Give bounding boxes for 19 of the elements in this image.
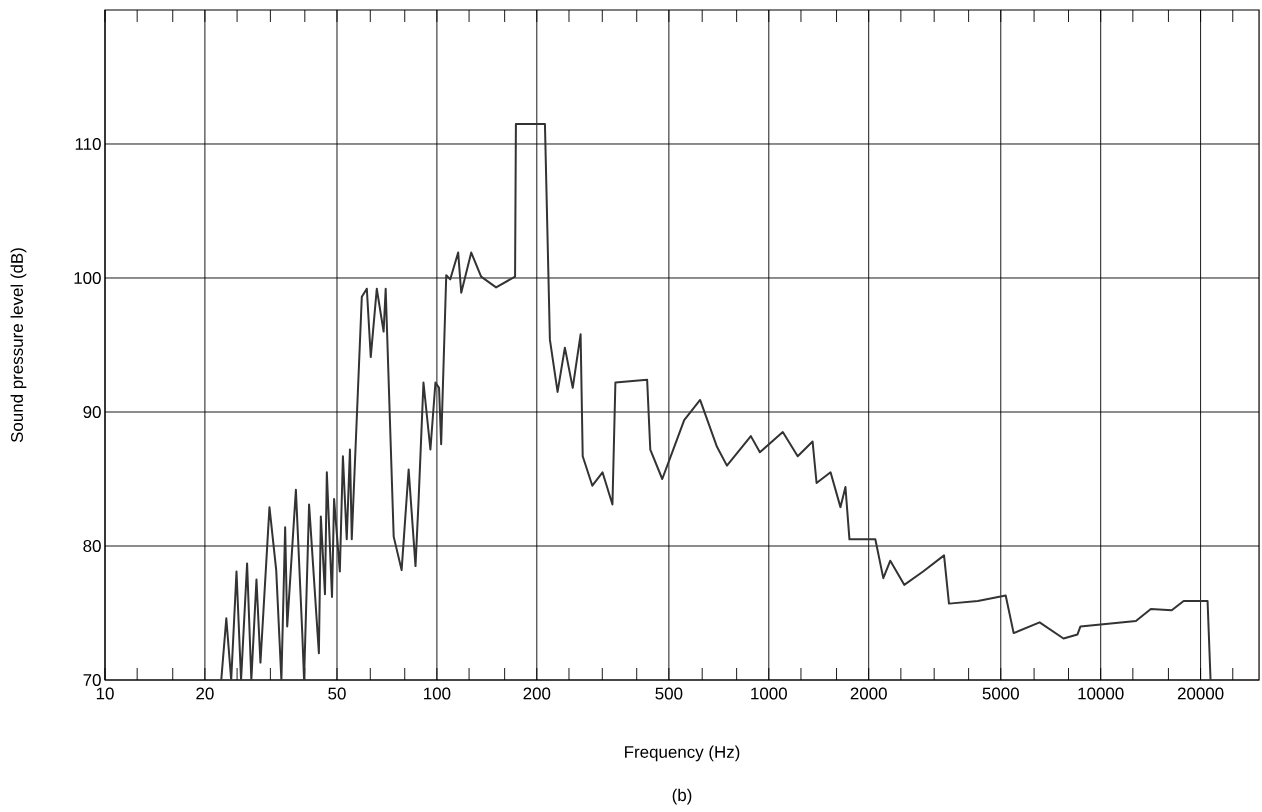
x-axis-title: Frequency (Hz)	[625, 745, 740, 762]
x-tick-label: 20000	[1177, 687, 1224, 700]
x-tick-label: 100	[424, 687, 451, 700]
y-tick-label: 100	[74, 272, 101, 284]
y-tick-label: 70	[83, 674, 101, 686]
x-tick-label: 1000	[751, 687, 787, 700]
x-tick-label: 10000	[1078, 687, 1124, 700]
y-tick-label: 110	[75, 138, 101, 150]
y-tick-label: 80	[83, 540, 101, 552]
x-tick-label: 5000	[982, 687, 1019, 700]
y-axis-title: Sound pressure level (dB)	[10, 248, 27, 443]
y-tick-label: 90	[83, 406, 101, 418]
x-tick-label: 50	[328, 687, 346, 700]
x-tick-label: 10	[96, 687, 114, 700]
x-tick-label: 200	[523, 687, 551, 700]
x-tick-label: 2000	[850, 687, 887, 700]
text: (b)	[672, 788, 692, 805]
x-tick-label: 20	[196, 687, 214, 700]
x-tick-label: 500	[655, 687, 683, 700]
